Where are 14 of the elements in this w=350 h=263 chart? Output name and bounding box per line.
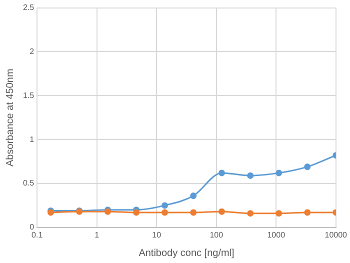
x-tick-label: 10 — [152, 230, 162, 240]
x-tick-label: 1 — [94, 230, 100, 240]
y-tick-label: 1 — [30, 134, 35, 144]
x-tick-label: 0.1 — [32, 230, 44, 240]
y-tick-label: 2.5 — [22, 3, 35, 12]
x-tick-label: 10000 — [324, 230, 348, 240]
y-tick-label: 0 — [30, 222, 35, 232]
x-axis-title: Antibody conc [ng/ml] — [138, 248, 235, 259]
y-tick-label: 0.5 — [22, 178, 35, 188]
x-tick-label: 100 — [210, 230, 224, 240]
y-tick-label: 1.5 — [22, 90, 35, 100]
y-tick-label: 2 — [30, 46, 35, 56]
y-axis-title: Absorbance at 450nm — [4, 68, 16, 167]
x-tick-label: 1000 — [267, 230, 286, 240]
